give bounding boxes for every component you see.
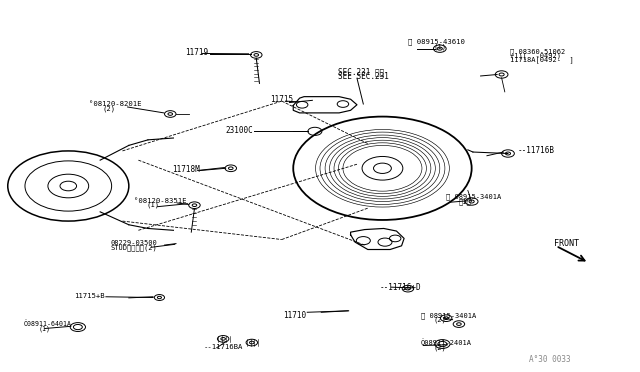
Text: ⒥ 08915-3401A: ⒥ 08915-3401A [420, 312, 476, 318]
Text: (2): (2) [433, 317, 446, 323]
Text: --11716B: --11716B [518, 146, 554, 155]
Text: 11718M: 11718M [172, 165, 200, 174]
Text: --11716BA: --11716BA [204, 344, 243, 350]
Text: °08120-8201E: °08120-8201E [90, 101, 142, 107]
Text: A°30 0033: A°30 0033 [529, 355, 571, 364]
Text: SEE SEC.231: SEE SEC.231 [338, 72, 388, 81]
Text: (2): (2) [433, 344, 446, 350]
Text: STUDスタッド(2): STUDスタッド(2) [111, 244, 157, 251]
Text: 11715: 11715 [270, 95, 293, 104]
Text: (1): (1) [38, 325, 51, 332]
Text: ⒥ 08915-3401A: ⒥ 08915-3401A [446, 194, 501, 201]
Text: SEC.231 参照: SEC.231 参照 [338, 67, 384, 76]
Text: （1）: （1） [459, 198, 472, 205]
Text: 23100C: 23100C [225, 126, 253, 135]
Text: (1)[  -0492): (1)[ -0492) [510, 52, 561, 59]
Text: ⒥ 08915-43610: ⒥ 08915-43610 [408, 39, 465, 45]
Text: --11716+D: --11716+D [380, 283, 421, 292]
Text: FRONT: FRONT [554, 239, 579, 248]
Text: 08229-03500: 08229-03500 [111, 240, 157, 246]
Text: Ô08911-6401A: Ô08911-6401A [24, 321, 72, 327]
Text: °08120-8351E: °08120-8351E [134, 198, 186, 204]
Text: 11718A[0492-  ]: 11718A[0492- ] [510, 57, 573, 64]
Text: 11710: 11710 [283, 311, 306, 320]
Text: (2): (2) [102, 105, 115, 112]
Text: (1): (1) [433, 43, 447, 50]
Text: (1): (1) [147, 202, 160, 208]
Text: ⓸ 08360-51062: ⓸ 08360-51062 [510, 48, 565, 55]
Text: 11719: 11719 [185, 48, 208, 57]
Text: 11715+B: 11715+B [74, 293, 104, 299]
Text: Ô08911-2401A: Ô08911-2401A [420, 340, 472, 346]
